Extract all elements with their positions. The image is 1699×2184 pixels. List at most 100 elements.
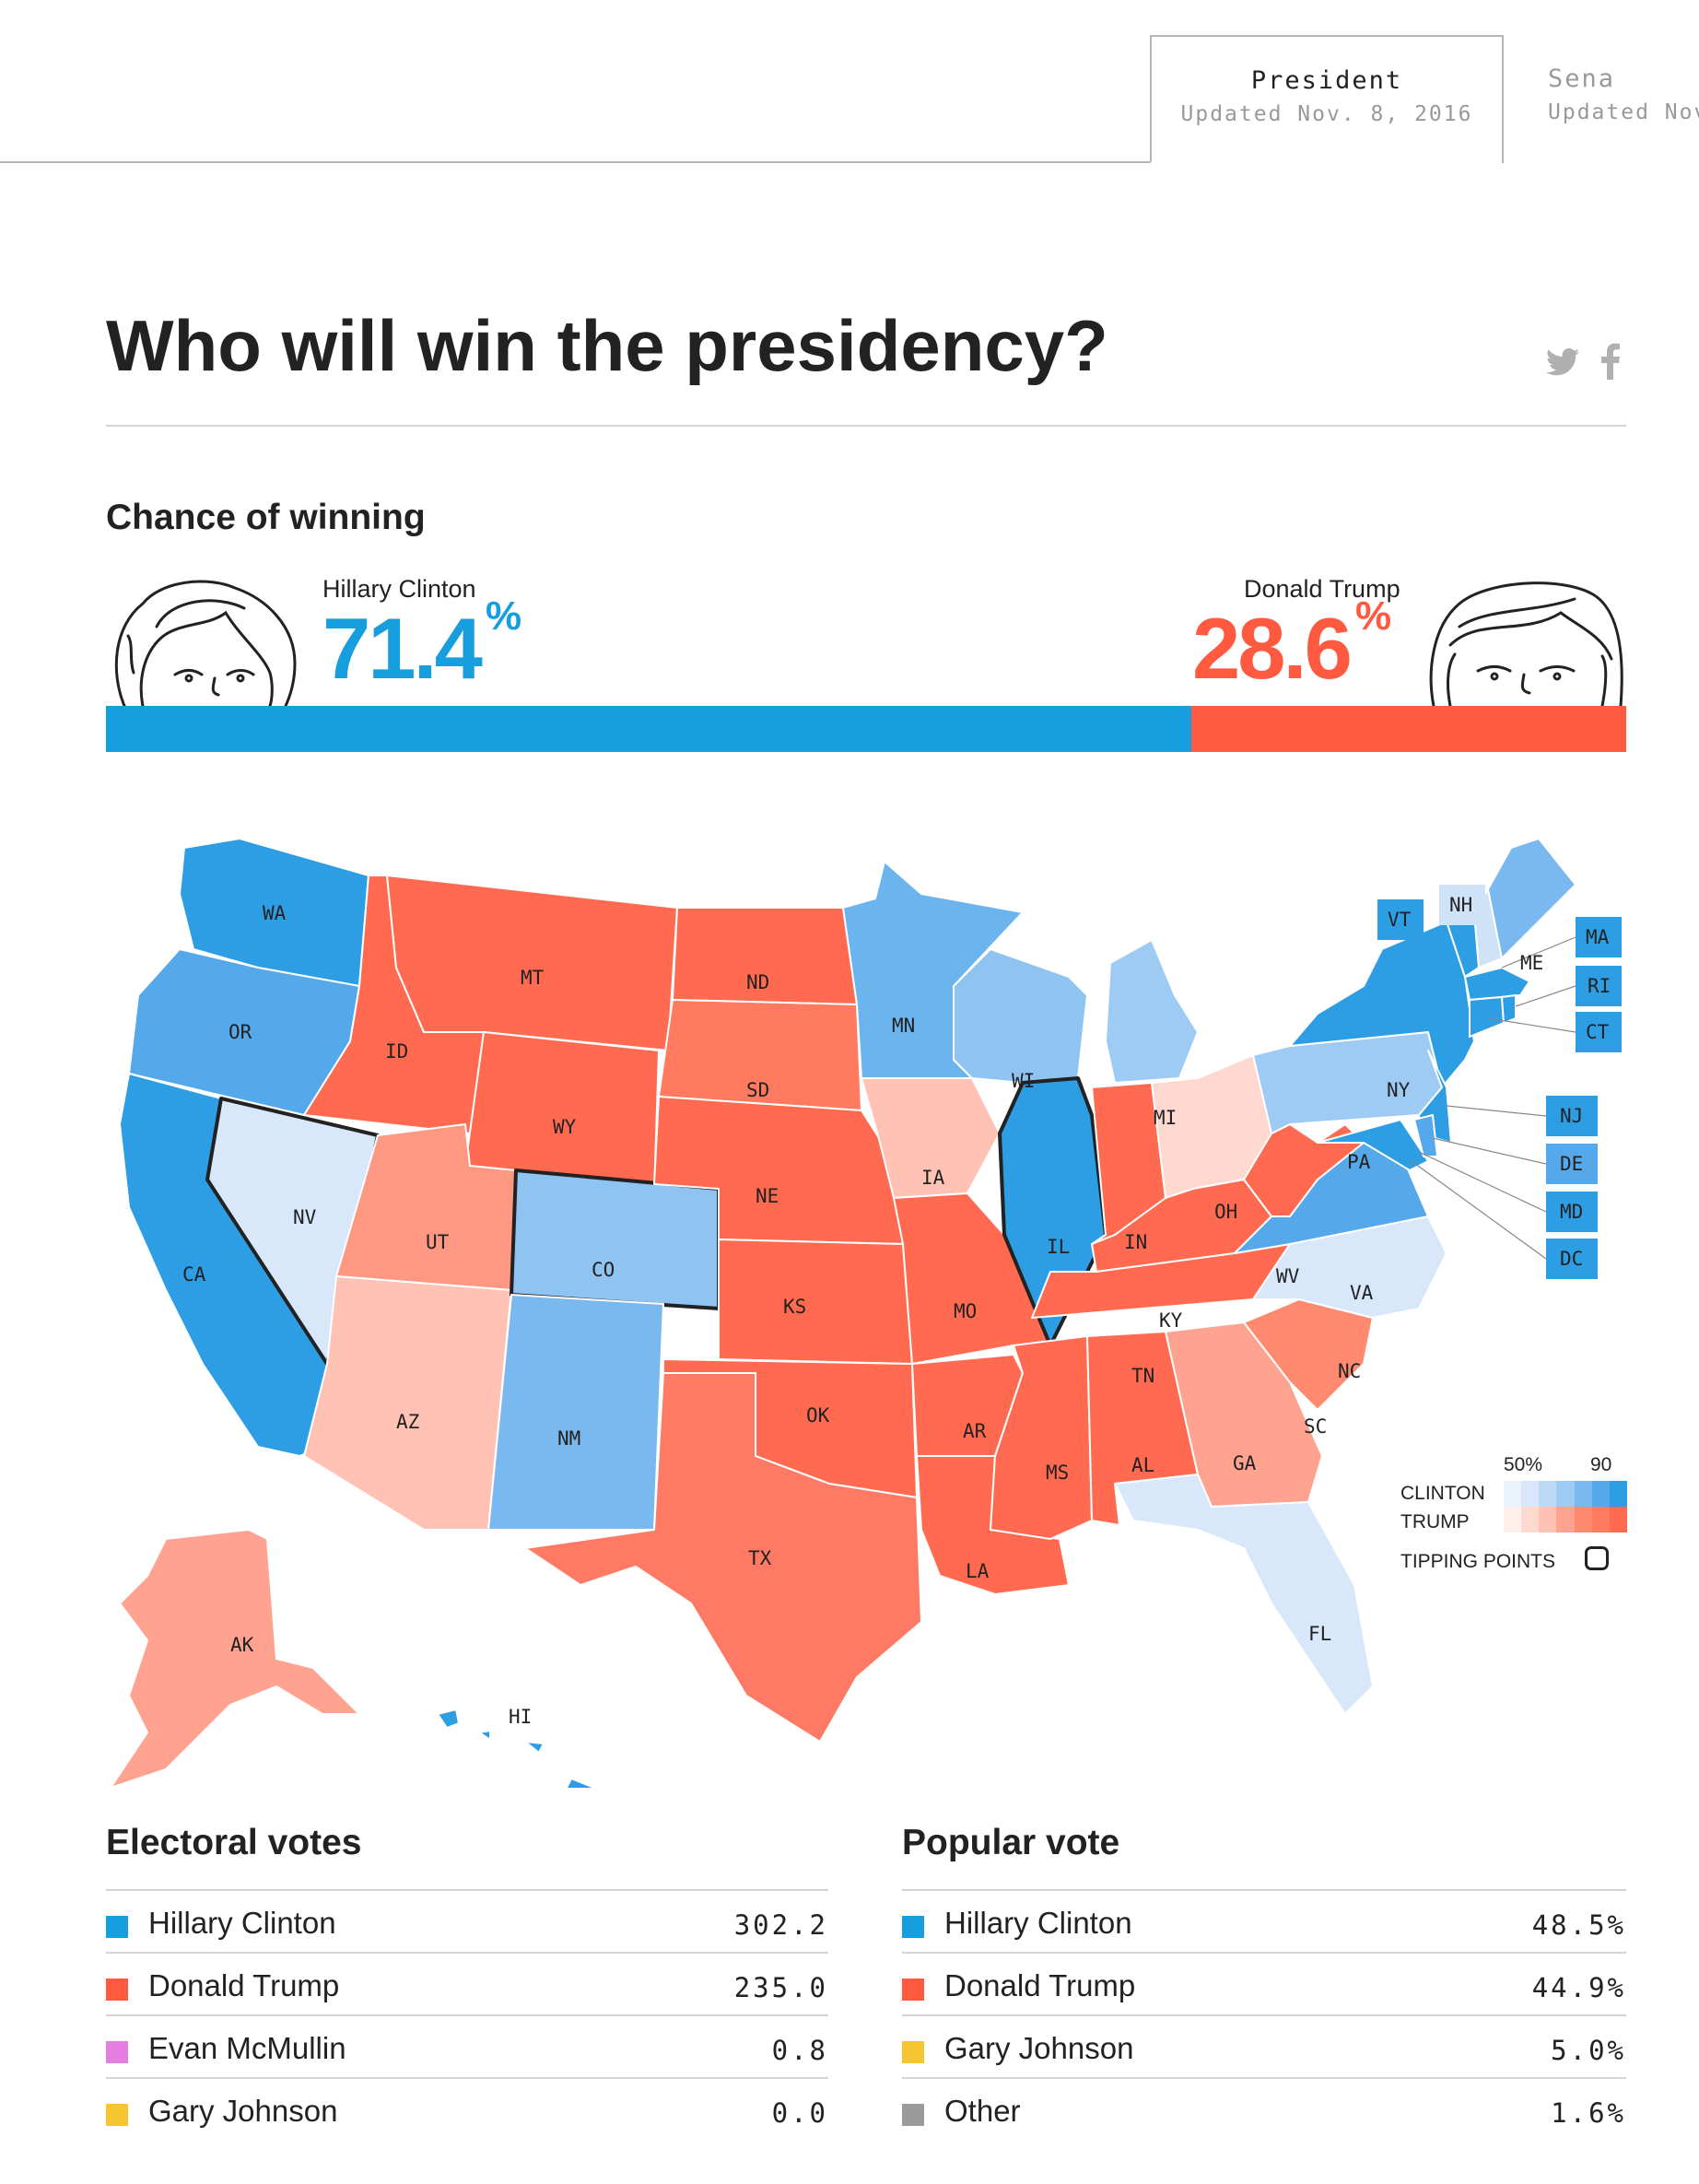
state-box-vt[interactable] (1377, 899, 1424, 940)
popular-row-clinton: Hillary Clinton 48.5% (902, 1891, 1626, 1954)
page-title: Who will win the presidency? (106, 305, 1108, 386)
label-vt: VT (1388, 909, 1412, 931)
electoral-value: 0.8 (771, 2035, 828, 2066)
tab-president-updated: Updated Nov. 8, 2016 (1180, 102, 1473, 126)
electoral-name: Gary Johnson (148, 2094, 338, 2128)
state-tx[interactable] (524, 1372, 922, 1743)
trump-name: Donald Trump (1244, 575, 1400, 603)
trump-portrait-icon (1429, 581, 1623, 706)
state-ak[interactable] (110, 1529, 360, 1788)
label-ca: CA (182, 1263, 206, 1286)
electoral-name: Hillary Clinton (148, 1906, 336, 1940)
legend-tipping-label: TIPPING POINTS (1400, 1551, 1556, 1572)
tab-senate-updated: Updated Nov (1548, 100, 1699, 124)
electoral-name: Evan McMullin (148, 2031, 346, 2065)
state-nm[interactable] (487, 1294, 664, 1531)
label-ga: GA (1233, 1452, 1257, 1474)
label-sc: SC (1304, 1415, 1327, 1438)
label-hi: HI (509, 1706, 532, 1728)
state-box-md[interactable] (1546, 1192, 1598, 1232)
popular-swatch-clinton (902, 1916, 924, 1938)
label-wv: WV (1276, 1265, 1300, 1287)
label-ia: IA (921, 1167, 945, 1189)
state-hi[interactable] (437, 1708, 599, 1788)
label-nh: NH (1449, 894, 1472, 916)
popular-value: 5.0% (1551, 2035, 1626, 2066)
electoral-swatch-trump (106, 1979, 128, 2001)
electoral-swatch-johnson (106, 2104, 128, 2126)
tab-president[interactable]: President Updated Nov. 8, 2016 (1150, 35, 1504, 163)
electoral-row-clinton: Hillary Clinton 302.2 (106, 1891, 828, 1954)
label-ak: AK (230, 1634, 254, 1656)
label-ar: AR (963, 1420, 987, 1442)
state-mt[interactable] (386, 875, 678, 1051)
label-co: CO (592, 1259, 615, 1281)
state-box-ct[interactable] (1576, 1012, 1622, 1052)
state-fl[interactable] (1114, 1474, 1374, 1715)
popular-title: Popular vote (902, 1823, 1120, 1862)
electoral-value: 235.0 (733, 1972, 828, 2003)
state-labels: WA OR CA NV ID MT WY UT AZ CO NM ND SD N… (182, 894, 1611, 1728)
state-ma[interactable] (1464, 967, 1530, 1001)
popular-value: 44.9% (1531, 1972, 1626, 2003)
popular-swatch-johnson (902, 2041, 924, 2063)
label-ma: MA (1586, 926, 1610, 948)
state-box-ma[interactable] (1576, 917, 1622, 957)
state-mi[interactable] (1105, 939, 1199, 1084)
electoral-row-mcmullin: Evan McMullin 0.8 (106, 2016, 828, 2079)
legend-clinton-label: CLINTON (1400, 1483, 1485, 1504)
label-ri: RI (1588, 975, 1611, 997)
popular-row-other: Other 1.6% (902, 2079, 1626, 2142)
tab-senate[interactable]: Sena Updated Nov (1502, 35, 1699, 163)
label-in: IN (1124, 1231, 1147, 1253)
state-az[interactable] (303, 1275, 512, 1531)
electoral-title: Electoral votes (106, 1823, 362, 1862)
state-ct[interactable] (1469, 996, 1505, 1038)
label-ne: NE (756, 1185, 779, 1207)
popular-name: Donald Trump (944, 1968, 1136, 2002)
label-me: ME (1520, 952, 1543, 974)
label-ks: KS (783, 1296, 806, 1318)
electoral-row-johnson: Gary Johnson 0.0 (106, 2079, 828, 2142)
electoral-table: Hillary Clinton 302.2 Donald Trump 235.0… (106, 1891, 828, 2142)
electoral-swatch-clinton (106, 1916, 128, 1938)
label-fl: FL (1308, 1623, 1331, 1645)
label-or: OR (228, 1021, 252, 1043)
electoral-name: Donald Trump (148, 1968, 340, 2002)
label-nc: NC (1338, 1360, 1361, 1382)
state-md[interactable] (1317, 1119, 1429, 1171)
state-wi[interactable] (953, 948, 1088, 1084)
popular-value: 1.6% (1551, 2097, 1626, 2129)
state-ks[interactable] (718, 1239, 913, 1365)
state-de[interactable] (1413, 1114, 1438, 1157)
state-ri[interactable] (1501, 994, 1517, 1024)
state-me[interactable] (1487, 838, 1576, 959)
popular-name: Other (944, 2094, 1021, 2128)
label-va: VA (1350, 1282, 1374, 1304)
clinton-name: Hillary Clinton (322, 575, 476, 603)
popular-divider (902, 1889, 1626, 1891)
chance-title: Chance of winning (106, 498, 426, 537)
popular-swatch-trump (902, 1979, 924, 2001)
facebook-icon[interactable] (1601, 343, 1620, 380)
label-wy: WY (553, 1116, 577, 1138)
label-de: DE (1560, 1153, 1583, 1175)
label-mt: MT (521, 967, 545, 989)
label-pa: PA (1347, 1151, 1371, 1173)
twitter-icon[interactable] (1546, 348, 1579, 376)
us-forecast-map: WA OR CA NV ID MT WY UT AZ CO NM ND SD N… (110, 838, 1622, 1788)
state-box-nj[interactable] (1546, 1096, 1598, 1136)
state-co[interactable] (510, 1168, 721, 1310)
label-ok: OK (806, 1404, 830, 1427)
label-wa: WA (263, 902, 287, 924)
electoral-swatch-mcmullin (106, 2041, 128, 2063)
state-box-dc[interactable] (1546, 1239, 1598, 1279)
label-ny: NY (1387, 1079, 1411, 1101)
state-box-de[interactable] (1546, 1144, 1598, 1184)
state-box-ri[interactable] (1576, 966, 1622, 1006)
state-box-nh[interactable] (1439, 885, 1485, 925)
label-ct: CT (1586, 1021, 1610, 1043)
chance-bar-trump (1191, 706, 1626, 752)
label-tx: TX (748, 1547, 772, 1569)
state-pa[interactable] (1252, 1031, 1443, 1134)
